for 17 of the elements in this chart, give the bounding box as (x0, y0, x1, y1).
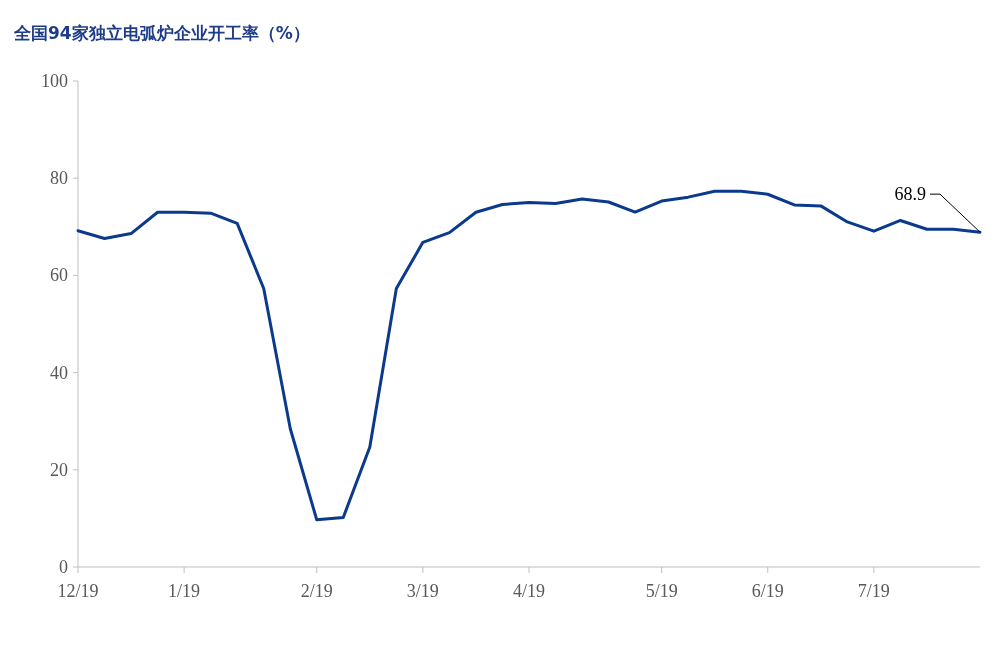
y-tick-label: 100 (41, 71, 68, 91)
x-tick-label: 5/19 (645, 581, 678, 601)
x-tick-label: 12/19 (57, 581, 99, 601)
x-tick-label: 6/19 (751, 581, 784, 601)
y-tick-label: 60 (50, 265, 68, 286)
data-label: 68.9 (894, 184, 926, 205)
y-tick-label: 0 (59, 557, 68, 577)
x-tick-label: 7/19 (857, 581, 890, 601)
y-tick-label: 20 (50, 459, 68, 480)
y-tick-label: 40 (50, 362, 68, 383)
x-tick-label: 4/19 (512, 581, 546, 601)
x-tick-label: 3/19 (406, 581, 439, 601)
x-tick-label: 2/19 (300, 581, 333, 601)
chart-title: 全国94家独立电弧炉企业开工率（%） (13, 23, 310, 43)
line-series (76, 189, 982, 522)
y-tick-label: 80 (50, 168, 68, 189)
x-tick-label: 1/19 (168, 581, 201, 601)
